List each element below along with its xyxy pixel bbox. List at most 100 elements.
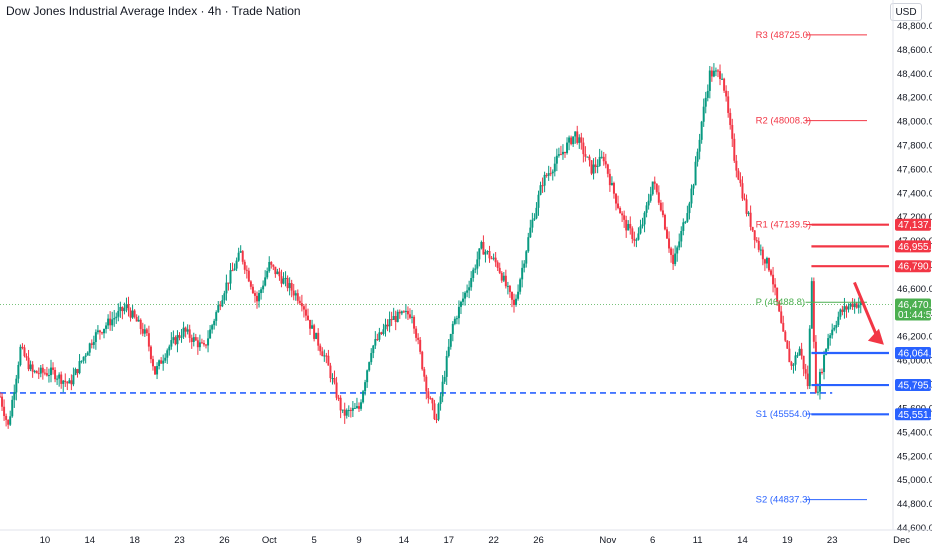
candle-body (539, 185, 542, 195)
candle-body (855, 303, 858, 308)
key-level-tag-bg (895, 260, 931, 273)
candle-body (374, 339, 377, 346)
candle-body (115, 316, 118, 319)
candle-body (676, 247, 679, 254)
candle-body (576, 131, 579, 143)
candle-body (812, 281, 815, 342)
candle-body (186, 329, 189, 332)
candle-body (284, 277, 287, 279)
candle-body (76, 369, 79, 374)
candle-body (508, 285, 511, 292)
candle-body (229, 270, 232, 284)
candle-body (68, 380, 71, 384)
candle-body (572, 136, 575, 145)
candle-body (449, 334, 452, 347)
candle-body (780, 311, 783, 323)
candle-body (472, 269, 475, 279)
x-tick-label: 18 (129, 535, 140, 546)
candle-body (247, 270, 250, 282)
last-price-tag-bg (895, 298, 931, 321)
candle-body (184, 327, 187, 332)
candle-body (253, 293, 256, 296)
candle-body (821, 371, 824, 373)
candle-body (635, 239, 638, 241)
candle-body (678, 241, 681, 248)
candle-body (113, 318, 116, 320)
candle-body (549, 173, 552, 175)
candle-body (745, 199, 748, 214)
candle-body (43, 372, 46, 374)
candle-body (396, 311, 399, 322)
candle-body (631, 228, 634, 239)
candle-body (80, 360, 83, 362)
candle-body (484, 251, 487, 255)
candle-body (29, 364, 32, 370)
candle-body (72, 374, 75, 385)
candle-body (833, 327, 836, 330)
candle-body (58, 374, 61, 379)
candle-body (215, 312, 218, 321)
candle-body (859, 301, 862, 306)
candle-body (233, 268, 236, 271)
candle-body (411, 316, 414, 318)
y-tick-label: 46,200.0 (897, 332, 932, 343)
candle-body (319, 345, 322, 352)
candle-body (816, 391, 819, 393)
candle-body (433, 403, 436, 420)
chart-title: Dow Jones Industrial Average Index · 4h … (6, 4, 301, 18)
candle-body (696, 151, 699, 162)
candle-body (580, 137, 583, 143)
candle-body (21, 346, 24, 348)
candle-body (329, 365, 332, 379)
candle-body (88, 343, 91, 353)
candle-body (41, 367, 44, 373)
candle-body (827, 338, 830, 349)
candle-body (602, 156, 605, 162)
candle-body (337, 397, 340, 399)
candle-body (566, 142, 569, 154)
candle-body (684, 221, 687, 223)
candle-body (788, 348, 791, 363)
y-tick-label: 48,000.0 (897, 117, 932, 128)
candle-body (302, 306, 305, 310)
x-tick-label: 19 (782, 535, 793, 546)
candle-body (455, 318, 458, 320)
candle-body (70, 380, 73, 385)
key-level-tag: 45,795.8 (898, 381, 932, 392)
candle-body (86, 352, 89, 356)
y-tick-label: 47,400.0 (897, 188, 932, 199)
candle-body (849, 303, 852, 307)
candle-body (313, 325, 316, 339)
candle-body (661, 210, 664, 215)
candle-body (453, 318, 456, 324)
candle-body (54, 369, 57, 380)
x-axis[interactable]: 10 14 18 23 26 Oct 5 9 14 17 22 26 Nov 6 11 14 19 23 Dec (0, 529, 932, 546)
key-level-tag: 45,551.2 (898, 410, 932, 421)
candle-body (415, 328, 418, 338)
candle-body (527, 237, 530, 252)
candle-body (294, 293, 297, 296)
candle-body (568, 137, 571, 143)
candle-body (490, 258, 493, 260)
candle-body (727, 96, 730, 113)
candle-body (137, 319, 140, 322)
candle-body (739, 179, 742, 184)
candle-body (441, 381, 444, 397)
arrow-layer (853, 281, 884, 345)
candle-body (778, 301, 781, 312)
candle-body (698, 139, 701, 152)
candle-body (692, 185, 695, 189)
y-tick-label: 45,200.0 (897, 451, 932, 462)
candle-body (770, 270, 773, 275)
candle-body (129, 310, 132, 318)
candle-body (612, 182, 615, 194)
x-tick-label: 6 (650, 535, 655, 546)
candle-body (341, 409, 344, 411)
currency-button[interactable]: USD (890, 3, 922, 21)
candle-body (194, 337, 197, 341)
candle-body (500, 272, 503, 281)
candle-body (19, 346, 22, 365)
candle-body (398, 311, 401, 314)
pivot-levels-layer: R3 (48725.0) R2 (48008.3) R1 (47139.5) P (4… (756, 30, 889, 506)
